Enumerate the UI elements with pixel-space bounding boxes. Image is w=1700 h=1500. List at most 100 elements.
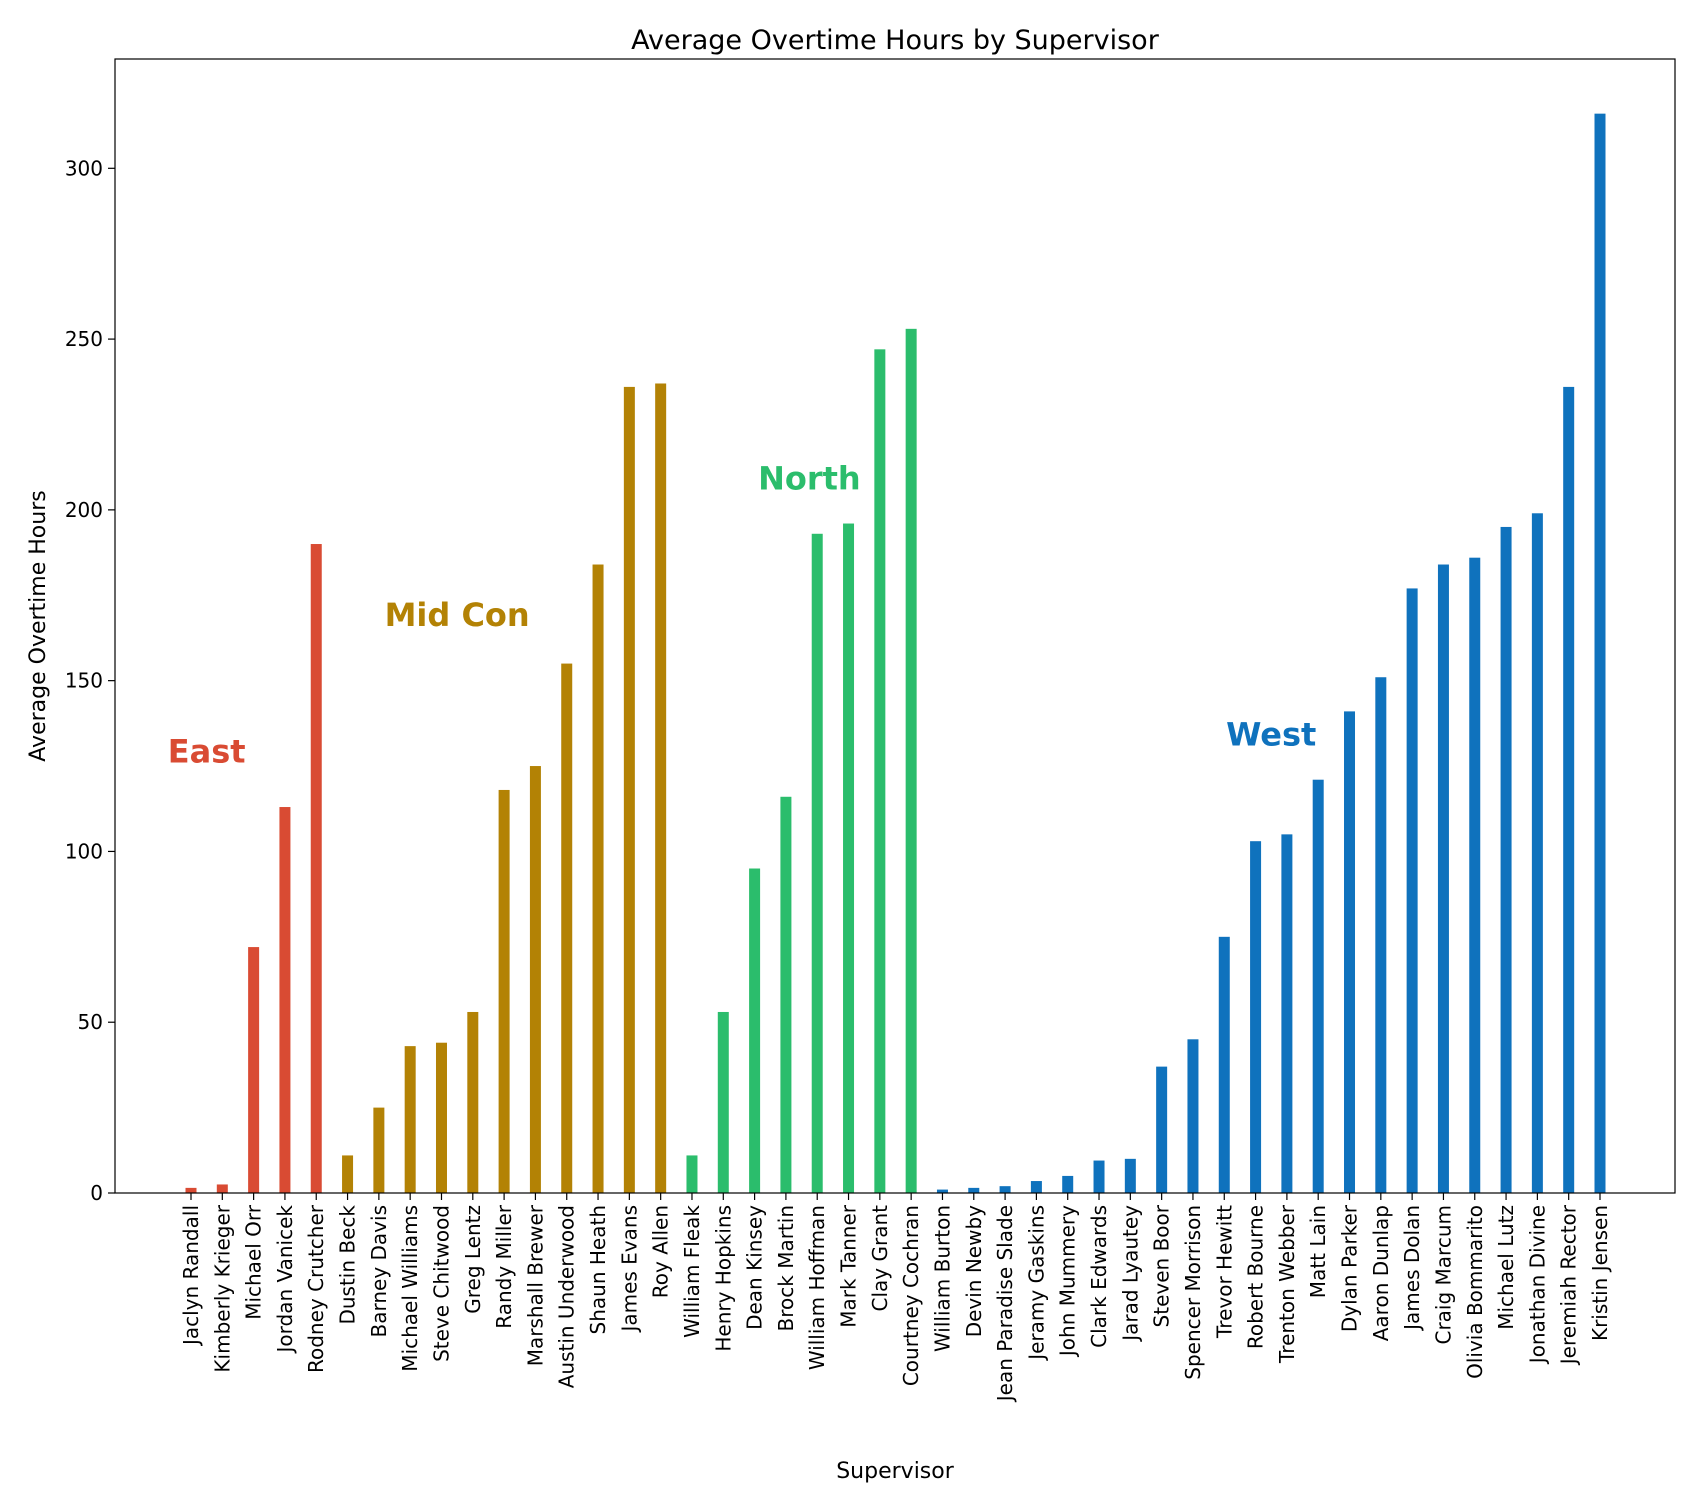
chart-title: Average Overtime Hours by Supervisor [631, 25, 1160, 56]
x-tick-label: Michael Lutz [1494, 1205, 1518, 1330]
x-tick-label: Austin Underwood [555, 1205, 579, 1388]
x-tick-label: Randy Miller [492, 1204, 516, 1329]
region-label-north: North [758, 459, 861, 497]
bar [248, 947, 260, 1193]
bar [717, 1011, 729, 1193]
x-tick-label: Mark Tanner [837, 1204, 861, 1327]
x-tick-label: Clay Grant [868, 1205, 892, 1312]
y-tick-label: 250 [65, 327, 103, 351]
bar [1187, 1039, 1199, 1193]
bar [1344, 711, 1356, 1193]
x-tick-label: Michael Orr [242, 1204, 266, 1320]
x-tick-label: Marshall Brewer [523, 1204, 547, 1366]
bar [874, 349, 886, 1194]
y-tick-label: 0 [90, 1181, 103, 1205]
bar [1500, 526, 1512, 1193]
y-tick-label: 300 [65, 156, 103, 180]
bar [404, 1046, 416, 1193]
region-label-mid-con: Mid Con [385, 596, 530, 634]
x-tick-label: Jean Paradise Slade [993, 1205, 1017, 1403]
y-axis-label: Average Overtime Hours [26, 490, 51, 761]
x-tick-label: Kristin Jensen [1588, 1205, 1612, 1341]
bar [1281, 834, 1293, 1193]
x-tick-label: James Evans [617, 1205, 641, 1334]
x-tick-label: Jaclyn Randall [179, 1205, 203, 1347]
bar [1124, 1158, 1136, 1193]
x-tick-label: Steven Boor [1150, 1204, 1174, 1327]
bar [1469, 557, 1481, 1193]
bar [1594, 113, 1606, 1193]
x-tick-label: Devin Newby [962, 1205, 986, 1337]
plot-area: 0 50 100 150 200 250 300 Jaclyn Randall Kimberly… [65, 113, 1612, 1403]
x-tick-label: Dylan Parker [1338, 1204, 1362, 1332]
x-tick-label: Roy Allen [649, 1205, 673, 1298]
x-tick-label: Dean Kinsey [743, 1205, 767, 1330]
region-label-west: West [1226, 716, 1316, 754]
x-tick-label: Robert Bourne [1244, 1205, 1268, 1349]
bar [435, 1042, 447, 1193]
y-tick-label: 150 [65, 669, 103, 693]
bar [1250, 841, 1262, 1193]
x-tick-label: Jeramy Gaskins [1024, 1205, 1048, 1362]
bar [1531, 513, 1543, 1193]
x-tick-label: Michael Williams [398, 1205, 422, 1372]
bar [373, 1107, 385, 1193]
bar [1030, 1181, 1042, 1193]
x-tick-label: Jonathan Divine [1525, 1205, 1549, 1365]
bar [1156, 1066, 1168, 1193]
x-tick-label: Dustin Beck [336, 1205, 360, 1325]
bar [1406, 588, 1418, 1193]
x-tick-label: Steve Chitwood [429, 1205, 453, 1362]
x-tick-label: Henry Hopkins [711, 1205, 735, 1352]
bar [310, 544, 322, 1193]
bar [686, 1155, 698, 1193]
region-label-east: East [168, 733, 246, 771]
x-tick-label: William Fleak [680, 1205, 704, 1338]
y-tick-label: 50 [78, 1010, 103, 1034]
x-tick-label: William Burton [930, 1205, 954, 1352]
bar [623, 386, 635, 1193]
x-tick-label: Greg Lentz [461, 1205, 485, 1314]
x-tick-label: Aaron Dunlap [1369, 1205, 1393, 1341]
x-tick-label: Shaun Heath [586, 1205, 610, 1334]
bar [1312, 779, 1324, 1193]
x-tick-label: Courtney Cochran [899, 1205, 923, 1386]
bar [1218, 936, 1230, 1193]
bar [749, 868, 761, 1193]
bar [1093, 1160, 1105, 1193]
x-tick-label: Barney Davis [367, 1205, 391, 1338]
bar [529, 766, 541, 1193]
bar [780, 796, 792, 1193]
bar [968, 1187, 980, 1193]
x-tick-label: Spencer Morrison [1181, 1205, 1205, 1380]
bar [811, 533, 823, 1193]
bar [655, 383, 667, 1194]
bar [1062, 1175, 1074, 1193]
bar [467, 1011, 479, 1193]
bar [1437, 564, 1449, 1193]
x-tick-label: Trevor Hewitt [1212, 1205, 1236, 1339]
bar [592, 564, 604, 1193]
x-tick-label: Craig Marcum [1431, 1205, 1455, 1345]
bar [498, 789, 510, 1193]
x-axis-label: Supervisor [836, 1459, 955, 1484]
plot-frame [114, 58, 1676, 1194]
bar [1375, 677, 1387, 1193]
bar [999, 1186, 1011, 1193]
bar [905, 328, 917, 1193]
y-tick-label: 100 [65, 839, 103, 863]
x-tick-label: John Mummery [1056, 1205, 1080, 1358]
bar [936, 1189, 948, 1193]
bar [185, 1187, 197, 1193]
x-tick-label: Kimberly Krieger [210, 1204, 234, 1372]
x-tick-label: Brock Martin [774, 1205, 798, 1331]
x-tick-label: Jarad Lyautey [1118, 1205, 1142, 1343]
y-tick-label: 200 [65, 498, 103, 522]
x-tick-label: Olivia Bommarito [1463, 1205, 1487, 1379]
x-tick-label: Matt Lain [1306, 1205, 1330, 1298]
x-tick-label: Jeremiah Rector [1557, 1204, 1581, 1366]
x-tick-label: William Hoffman [805, 1205, 829, 1370]
bar [843, 523, 855, 1193]
bar [279, 807, 291, 1193]
